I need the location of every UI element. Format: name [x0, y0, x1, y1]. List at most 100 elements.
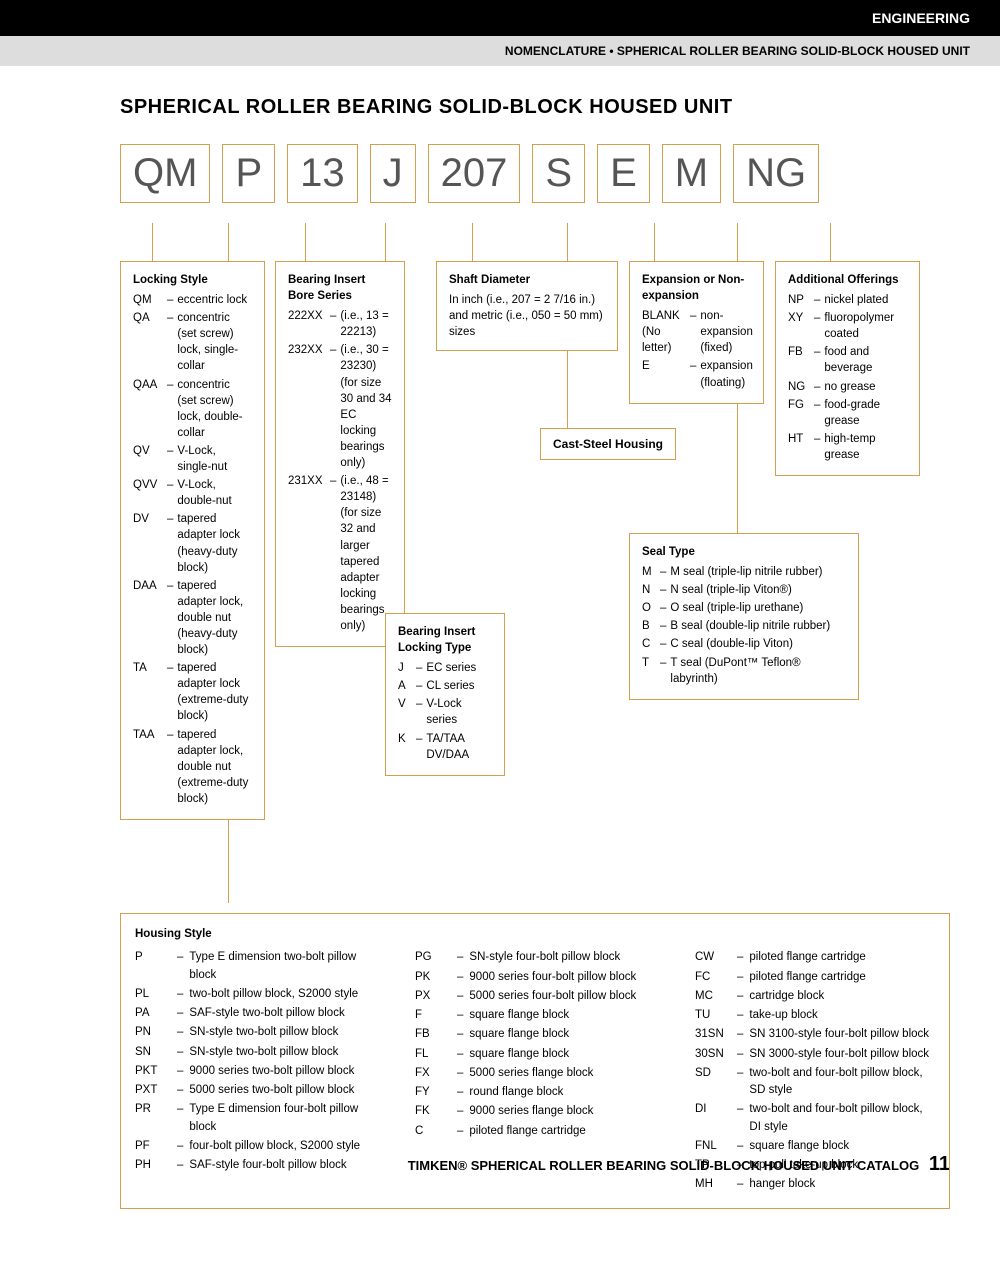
desc-text: no grease [824, 379, 907, 395]
desc-row: XY–fluoropolymer coated [788, 310, 907, 342]
housing-code: FC [695, 969, 737, 986]
housing-row: SD–two-bolt and four-bolt pillow block, … [695, 1065, 935, 1100]
housing-text: round flange block [469, 1084, 563, 1101]
seal-type-title: Seal Type [642, 544, 846, 560]
housing-col-2: PG–SN-style four-bolt pillow block PK–900… [415, 949, 655, 1195]
housing-code: P [135, 949, 177, 984]
desc-code: HT [788, 431, 814, 463]
desc-row: HT–high-temp grease [788, 431, 907, 463]
desc-row: 232XX–(i.e., 30 = 23230) (for size 30 an… [288, 342, 392, 471]
desc-code: 231XX [288, 473, 330, 634]
desc-text: non-expansion (fixed) [700, 308, 752, 356]
housing-code: 30SN [695, 1046, 737, 1063]
housing-text: 5000 series four-bolt pillow block [469, 988, 636, 1005]
desc-code: QVV [133, 477, 167, 509]
desc-code: O [642, 600, 660, 616]
header-gray-bar: NOMENCLATURE • SPHERICAL ROLLER BEARING … [0, 36, 1000, 66]
desc-row: FG–food-grade grease [788, 397, 907, 429]
connector-line [654, 223, 655, 261]
housing-row: 31SN–SN 3100-style four-bolt pillow bloc… [695, 1026, 935, 1043]
housing-text: two-bolt and four-bolt pillow block, DI … [749, 1101, 935, 1136]
desc-row: J–EC series [398, 660, 492, 676]
desc-text: expansion (floating) [700, 358, 752, 390]
housing-text: SN-style two-bolt pillow block [189, 1024, 338, 1041]
housing-row: PXT–5000 series two-bolt pillow block [135, 1082, 375, 1099]
housing-text: 9000 series four-bolt pillow block [469, 969, 636, 986]
housing-text: SN-style two-bolt pillow block [189, 1044, 338, 1061]
housing-text: 9000 series two-bolt pillow block [189, 1063, 354, 1080]
housing-text: square flange block [469, 1046, 569, 1063]
desc-code: NG [788, 379, 814, 395]
housing-text: square flange block [469, 1026, 569, 1043]
desc-text: V-Lock, single-nut [177, 443, 252, 475]
housing-code: PN [135, 1024, 177, 1041]
housing-col-3: CW–piloted flange cartridgeFC–piloted fl… [695, 949, 935, 1195]
code-box: 207 [428, 144, 521, 203]
desc-row: DV–tapered adapter lock (heavy-duty bloc… [133, 511, 252, 575]
desc-code: C [642, 636, 660, 652]
housing-code: PX [415, 988, 457, 1005]
housing-text: 5000 series flange block [469, 1065, 593, 1082]
desc-row: B–B seal (double-lip nitrile rubber) [642, 618, 846, 634]
desc-text: concentric (set screw) lock, single-coll… [177, 310, 252, 374]
housing-code: DI [695, 1101, 737, 1136]
housing-text: Type E dimension four-bolt pillow block [189, 1101, 375, 1136]
desc-code: TA [133, 660, 167, 724]
desc-text: food-grade grease [824, 397, 907, 429]
desc-text: tapered adapter lock, double nut (heavy-… [177, 578, 252, 658]
housing-text: 9000 series flange block [469, 1103, 593, 1120]
housing-row: PK–9000 series four-bolt pillow block [415, 969, 655, 986]
desc-code: DV [133, 511, 167, 575]
housing-row: FC–piloted flange cartridge [695, 969, 935, 986]
housing-row: TP–top pull take-up block [695, 1157, 935, 1174]
desc-text: eccentric lock [177, 292, 252, 308]
housing-text: piloted flange cartridge [749, 949, 865, 966]
housing-text: hanger block [749, 1176, 815, 1193]
housing-text: SAF-style two-bolt pillow block [189, 1005, 344, 1022]
desc-text: food and beverage [824, 344, 907, 376]
housing-text: SN 3100-style four-bolt pillow block [749, 1026, 929, 1043]
desc-code: FG [788, 397, 814, 429]
housing-code: PF [135, 1138, 177, 1155]
housing-code: PG [415, 949, 457, 966]
housing-row: SN–SN-style two-bolt pillow block [135, 1044, 375, 1061]
desc-row: N–N seal (triple-lip Viton®) [642, 582, 846, 598]
housing-row: PG–SN-style four-bolt pillow block [415, 949, 655, 966]
desc-code: QAA [133, 377, 167, 441]
housing-col-1: P–Type E dimension two-bolt pillow block… [135, 949, 375, 1195]
desc-row: FB–food and beverage [788, 344, 907, 376]
code-box: QM [120, 144, 210, 203]
housing-code: FB [415, 1026, 457, 1043]
housing-code: MC [695, 988, 737, 1005]
housing-code: 31SN [695, 1026, 737, 1043]
housing-code: F [415, 1007, 457, 1024]
housing-text: square flange block [469, 1007, 569, 1024]
housing-text: square flange block [749, 1138, 849, 1155]
housing-code: FK [415, 1103, 457, 1120]
desc-row: T–T seal (DuPont™ Teflon® labyrinth) [642, 655, 846, 687]
header-black-bar: ENGINEERING [0, 0, 1000, 36]
housing-row: PA–SAF-style two-bolt pillow block [135, 1005, 375, 1022]
desc-text: T seal (DuPont™ Teflon® labyrinth) [670, 655, 846, 687]
housing-text: top pull take-up block [749, 1157, 858, 1174]
desc-row: QM–eccentric lock [133, 292, 252, 308]
housing-box: Housing Style P–Type E dimension two-bol… [120, 913, 950, 1209]
desc-text: EC series [426, 660, 492, 676]
desc-code: 232XX [288, 342, 330, 471]
housing-text: SN 3000-style four-bolt pillow block [749, 1046, 929, 1063]
desc-row: DAA–tapered adapter lock, double nut (he… [133, 578, 252, 658]
desc-text: (i.e., 48 = 23148) (for size 32 and larg… [340, 473, 392, 634]
housing-row: PH–SAF-style four-bolt pillow block [135, 1157, 375, 1174]
housing-row: PN–SN-style two-bolt pillow block [135, 1024, 375, 1041]
shaft-diameter-text: In inch (i.e., 207 = 2 7/16 in.) and met… [449, 292, 605, 340]
desc-code: BLANK (No letter) [642, 308, 690, 356]
desc-code: B [642, 618, 660, 634]
desc-row: K–TA/TAA DV/DAA [398, 731, 492, 763]
desc-code: NP [788, 292, 814, 308]
housing-code: PR [135, 1101, 177, 1136]
additional-title: Additional Offerings [788, 272, 907, 288]
housing-code: TU [695, 1007, 737, 1024]
housing-row: PL–two-bolt pillow block, S2000 style [135, 986, 375, 1003]
connector-line [830, 223, 831, 261]
desc-text: fluoropolymer coated [824, 310, 907, 342]
